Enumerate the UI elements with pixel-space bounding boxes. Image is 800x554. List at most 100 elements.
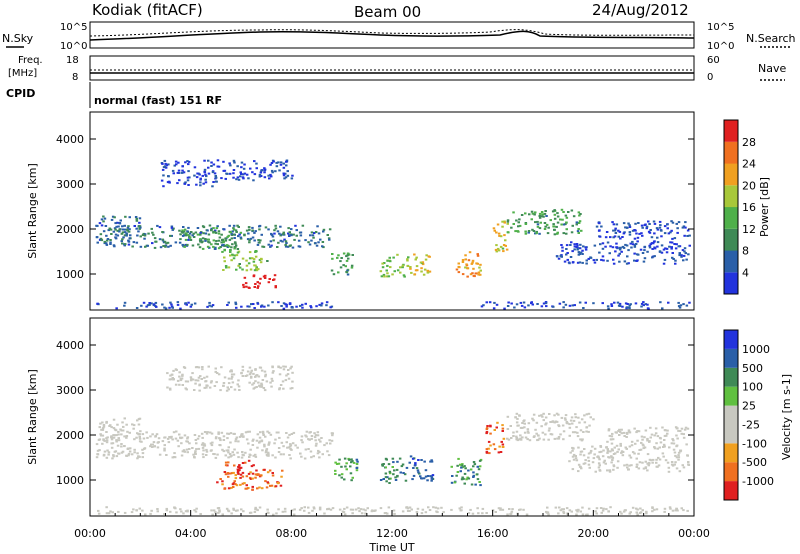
power-cell [538,215,541,217]
velocity-cell [174,383,178,386]
power-cell [633,252,636,255]
power-cell [618,260,621,263]
power-cell [624,226,627,229]
power-cell [314,242,317,245]
velocity-cell [238,469,241,472]
power-cell [556,212,559,215]
velocity-cell [249,371,253,374]
power-cell [168,181,171,184]
power-cell [536,223,540,226]
power-cell [251,236,255,239]
velocity-cell [233,448,236,451]
velocity-cell [673,463,676,466]
velocity-cell [563,417,567,420]
velocity-cell [345,506,349,509]
velocity-cell [615,444,619,447]
velocity-cell [304,448,308,451]
velocity-cell [200,443,204,446]
velocity-cell [641,461,644,464]
power-cell [163,240,167,243]
power-cell [258,228,261,231]
velocity-cell [171,456,174,459]
velocity-cell [112,436,116,439]
velocity-cell [298,508,302,511]
velocity-cell [619,442,622,445]
power-cell [419,261,423,264]
power-cell [605,231,609,233]
velocity-colorbar-cell [724,443,738,463]
power-cell [291,174,294,177]
velocity-cell [577,463,581,466]
power-cell [263,171,266,174]
velocity-cell [472,476,475,478]
velocity-cell [183,450,187,453]
velocity-cell [188,442,191,445]
power-cell [249,237,253,240]
power-cell [131,245,134,248]
velocity-cell [598,464,601,467]
velocity-cell [155,433,159,436]
power-cell [528,213,531,216]
power-cell [238,233,241,236]
velocity-cell [405,466,409,469]
power-cell [274,170,277,173]
velocity-cell [348,458,351,461]
power-cell [199,240,202,243]
power-cell [277,161,280,164]
velocity-cell [460,478,464,481]
velocity-cell [628,512,631,515]
velocity-cell [241,369,245,372]
power-cell [219,246,222,248]
power-cell [592,302,595,305]
velocity-cell [409,455,413,458]
velocity-cell [318,506,322,509]
velocity-cell [258,436,262,439]
velocity-cell [621,451,625,453]
power-cell [506,222,509,225]
velocity-cell [675,427,679,430]
velocity-cell [95,443,99,446]
velocity-cell [221,513,224,516]
velocity-cell [334,461,337,464]
velocity-cell [305,430,309,433]
velocity-cell [557,413,560,416]
power-cell [673,243,676,245]
velocity-cell [677,451,681,454]
velocity-cell [97,512,101,515]
velocity-cell [237,379,240,382]
power-cell [656,228,660,231]
velocity-cell [255,386,258,388]
velocity-cell [497,451,501,454]
power-cell [142,232,145,235]
velocity-cell [241,462,245,464]
power-cell [499,245,503,248]
power-cell [280,233,284,236]
power-cell [229,251,232,253]
power-cell [468,251,472,254]
velocity-cell [357,507,360,510]
power-cell [269,173,272,176]
velocity-cell [262,432,265,435]
power-cell [247,177,250,180]
power-cell [672,258,675,260]
power-cell [679,304,683,307]
velocity-cell [222,382,226,384]
velocity-cell [325,442,328,445]
power-cell [238,263,241,265]
velocity-cell [540,425,543,428]
power-cell [207,159,210,162]
velocity-cell [193,389,196,391]
velocity-cell [262,387,266,389]
power-cell [578,261,582,264]
power-cell [100,224,104,227]
power-cell [650,236,654,239]
velocity-colorbar-cell [724,481,738,500]
velocity-cell [635,431,638,434]
velocity-cell [381,464,384,467]
power-cell [167,245,170,248]
velocity-cell [532,419,535,422]
power-cell [584,248,588,251]
velocity-cell [179,508,182,511]
power-cell [506,220,510,223]
velocity-cell [574,413,577,416]
